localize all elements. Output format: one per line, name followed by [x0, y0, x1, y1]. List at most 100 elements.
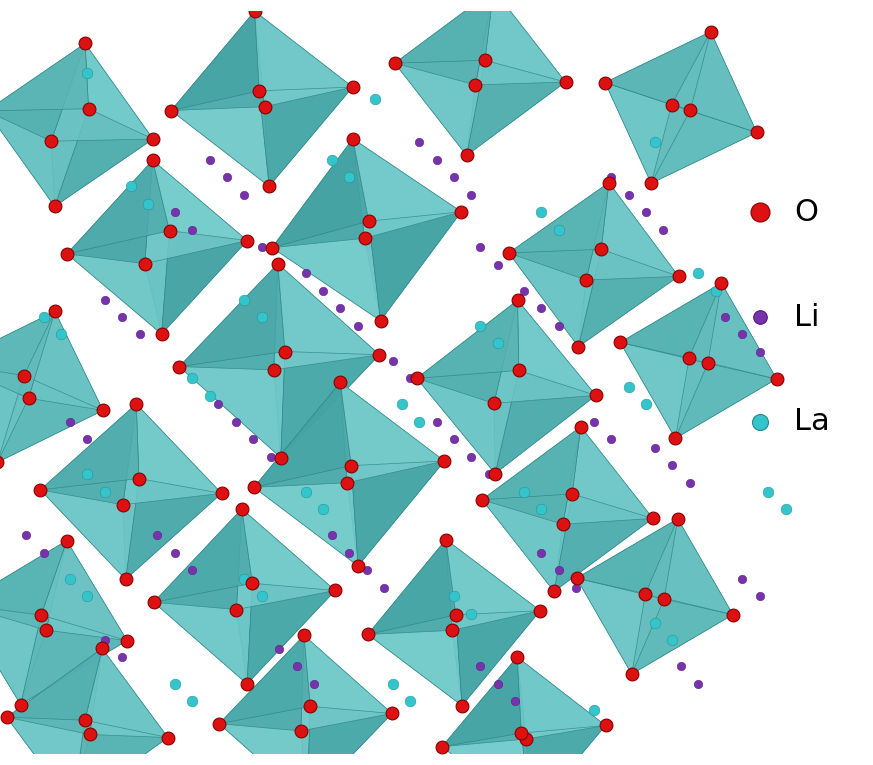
Point [132, 472, 146, 484]
Point [45, 135, 58, 148]
Point [691, 678, 705, 690]
Point [264, 451, 278, 463]
Point [475, 493, 489, 506]
Polygon shape [509, 183, 608, 253]
Polygon shape [395, 0, 493, 85]
Polygon shape [456, 610, 540, 705]
Polygon shape [651, 105, 757, 184]
Point [161, 731, 175, 744]
Polygon shape [579, 276, 678, 347]
Polygon shape [85, 44, 153, 139]
Polygon shape [442, 733, 531, 765]
Point [648, 617, 662, 629]
Polygon shape [67, 161, 169, 254]
Polygon shape [259, 87, 353, 187]
Point [98, 634, 112, 646]
Point [478, 54, 491, 67]
Point [237, 189, 251, 201]
Point [98, 486, 112, 498]
Point [373, 349, 387, 361]
Polygon shape [576, 519, 677, 599]
Polygon shape [518, 300, 596, 396]
Point [665, 634, 679, 646]
Point [709, 285, 723, 297]
Point [271, 258, 285, 270]
Polygon shape [482, 427, 581, 500]
Polygon shape [7, 717, 85, 765]
Point [460, 149, 474, 161]
Polygon shape [526, 725, 606, 765]
Point [646, 513, 660, 525]
Point [508, 695, 522, 708]
Polygon shape [136, 404, 222, 493]
Point [115, 651, 129, 663]
Point [770, 373, 784, 385]
Polygon shape [572, 427, 653, 519]
Point [556, 518, 570, 530]
Point [247, 481, 261, 493]
Point [265, 242, 279, 254]
Point [185, 564, 199, 576]
Point [290, 660, 304, 672]
Polygon shape [351, 461, 444, 566]
Point [59, 535, 73, 547]
Point [203, 154, 217, 166]
Polygon shape [347, 461, 444, 566]
Point [753, 206, 766, 218]
Point [258, 100, 272, 112]
Point [664, 99, 678, 111]
Polygon shape [620, 283, 721, 358]
Point [248, 5, 262, 18]
Text: Li: Li [794, 302, 820, 331]
Point [120, 634, 134, 646]
Polygon shape [123, 404, 222, 505]
Polygon shape [72, 720, 168, 765]
Polygon shape [219, 724, 307, 765]
Polygon shape [482, 427, 581, 524]
Polygon shape [576, 578, 664, 674]
Point [779, 503, 793, 515]
Point [753, 415, 766, 428]
Point [344, 460, 358, 472]
Point [502, 247, 516, 259]
Polygon shape [7, 649, 102, 734]
Polygon shape [219, 636, 310, 724]
Point [377, 581, 391, 594]
Polygon shape [620, 343, 708, 438]
Polygon shape [7, 649, 102, 720]
Point [569, 581, 583, 594]
Polygon shape [620, 283, 721, 363]
Polygon shape [0, 363, 24, 462]
Point [133, 328, 147, 340]
Polygon shape [620, 343, 689, 438]
Polygon shape [52, 44, 153, 142]
Point [511, 294, 525, 306]
Point [701, 357, 715, 369]
Polygon shape [0, 604, 46, 705]
Polygon shape [41, 541, 127, 640]
Point [412, 415, 426, 428]
Point [403, 695, 417, 708]
Point [587, 704, 601, 716]
Polygon shape [154, 509, 242, 610]
Polygon shape [90, 649, 168, 737]
Point [437, 455, 451, 467]
Point [388, 57, 402, 70]
Polygon shape [301, 714, 392, 765]
Point [262, 181, 276, 193]
Point [78, 714, 92, 726]
Polygon shape [154, 602, 247, 684]
Point [735, 328, 749, 340]
Point [19, 529, 33, 542]
Polygon shape [482, 500, 563, 591]
Polygon shape [274, 355, 380, 457]
Point [552, 564, 566, 576]
Point [325, 154, 339, 166]
Point [346, 132, 360, 145]
Point [684, 104, 698, 116]
Point [491, 337, 505, 350]
Point [116, 499, 130, 511]
Polygon shape [442, 657, 526, 747]
Point [534, 206, 548, 218]
Polygon shape [395, 0, 493, 63]
